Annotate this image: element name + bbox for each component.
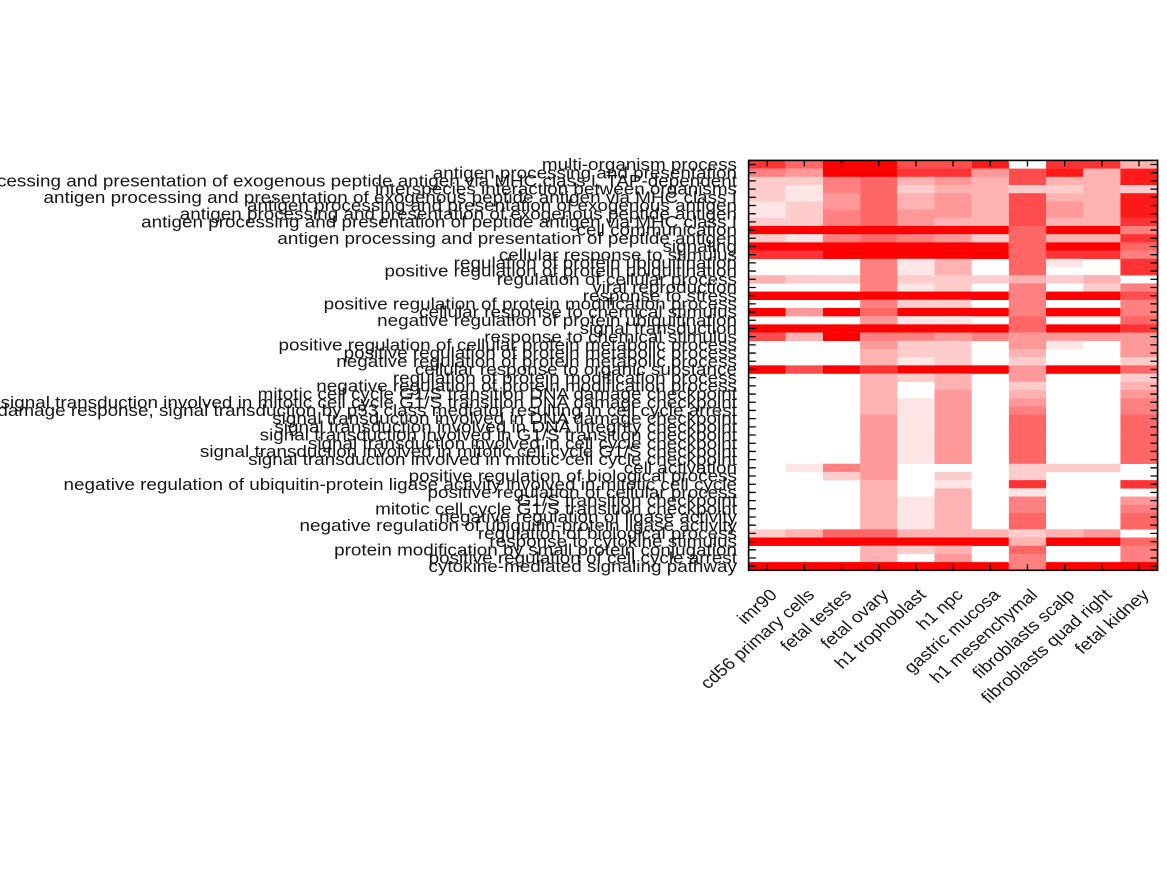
svg-text:cellular response to chemical: cellular response to chemical stimulus xyxy=(419,303,737,322)
svg-text:DNA damage response, signal tr: DNA damage response, signal transduction… xyxy=(0,401,737,420)
svg-text:response to cytokine stimulus: response to cytokine stimulus xyxy=(489,532,737,551)
svg-text:antigen processing and present: antigen processing and presentation xyxy=(433,163,737,182)
svg-text:antigen processing and present: antigen processing and presentation of p… xyxy=(141,213,737,232)
svg-text:negative regulation of ubiquit: negative regulation of ubiquitin-protein… xyxy=(63,475,737,494)
svg-text:signal transduction involved i: signal transduction involved in mitotic … xyxy=(200,442,737,461)
svg-text:antigen processing and present: antigen processing and presentation of p… xyxy=(277,229,737,248)
svg-text:negative regulation of protein: negative regulation of protein ubiquitin… xyxy=(377,311,737,330)
svg-text:signal transduction involved i: signal transduction involved in cell cyc… xyxy=(308,434,737,453)
svg-text:positive regulation of protein: positive regulation of protein modificat… xyxy=(324,295,737,314)
svg-text:negative regulation of ubiquit: negative regulation of ubiquitin-protein… xyxy=(299,516,737,535)
svg-text:signal transduction involved i: signal transduction involved in mitotic … xyxy=(1,393,738,412)
svg-text:mitotic cell cycle G1/S transi: mitotic cell cycle G1/S transition DNA d… xyxy=(258,385,737,404)
svg-text:signal transduction involved i: signal transduction involved in DNA inte… xyxy=(274,418,737,437)
svg-text:mitotic cell cycle G1/S transi: mitotic cell cycle G1/S transition check… xyxy=(375,500,737,519)
svg-text:regulation of protein ubiquiti: regulation of protein ubiquitination xyxy=(454,254,737,273)
svg-text:positive regulation of cellula: positive regulation of cellular protein … xyxy=(279,336,738,355)
svg-text:multi-organism process: multi-organism process xyxy=(542,155,737,174)
svg-text:positive regulation of cellula: positive regulation of cellular process xyxy=(428,483,738,502)
svg-text:positive regulation of protein: positive regulation of protein metabolic… xyxy=(344,344,738,363)
svg-text:antigen processing and present: antigen processing and presentation of e… xyxy=(0,172,737,191)
svg-text:negative regulation of protein: negative regulation of protein modificat… xyxy=(316,377,737,396)
svg-text:signal transduction involved i: signal transduction involved in G1/S tra… xyxy=(260,426,737,445)
svg-text:cytokine-mediated signaling pa: cytokine-mediated signaling pathway xyxy=(429,557,738,576)
svg-text:regulation of protein modifica: regulation of protein modification proce… xyxy=(393,368,737,387)
svg-text:cellular response to stimulus: cellular response to stimulus xyxy=(499,245,737,264)
svg-text:antigen processing and present: antigen processing and presentation of e… xyxy=(180,204,737,223)
svg-text:G1/S transition checkpoint: G1/S transition checkpoint xyxy=(517,491,737,510)
svg-text:response to chemical stimulus: response to chemical stimulus xyxy=(484,327,737,346)
svg-text:negative regulation of protein: negative regulation of protein metabolic… xyxy=(336,352,737,371)
svg-text:antigen processing and present: antigen processing and presentation of e… xyxy=(247,196,737,215)
svg-text:positive regulation of cell cy: positive regulation of cell cycle arrest xyxy=(429,549,737,568)
svg-text:protein modification by small: protein modification by small protein co… xyxy=(334,541,737,560)
svg-text:positive regulation of protein: positive regulation of protein ubiquitin… xyxy=(384,262,737,281)
svg-text:cell activation: cell activation xyxy=(624,459,737,478)
svg-text:signaling: signaling xyxy=(662,237,737,256)
svg-text:antigen processing and present: antigen processing and presentation of e… xyxy=(43,188,737,207)
svg-text:cellular response to organic s: cellular response to organic substance xyxy=(415,360,737,379)
svg-text:viral reproduction: viral reproduction xyxy=(592,278,737,297)
svg-text:regulation of cellular process: regulation of cellular process xyxy=(497,270,737,289)
svg-text:regulation of biological proce: regulation of biological process xyxy=(478,524,737,543)
svg-text:negative regulation of ligase: negative regulation of ligase activity xyxy=(439,508,737,527)
svg-text:cell communication: cell communication xyxy=(577,221,737,240)
svg-text:response to stress: response to stress xyxy=(583,286,737,305)
svg-text:signal transduction involved i: signal transduction involved in mitotic … xyxy=(248,450,737,469)
svg-text:interspecies interaction betwe: interspecies interaction between organis… xyxy=(375,180,737,199)
svg-text:positive regulation of biologi: positive regulation of biological proces… xyxy=(409,467,738,486)
svg-text:signal transduction involved i: signal transduction involved in DNA dama… xyxy=(272,409,737,428)
svg-text:signal transduction: signal transduction xyxy=(580,319,737,338)
